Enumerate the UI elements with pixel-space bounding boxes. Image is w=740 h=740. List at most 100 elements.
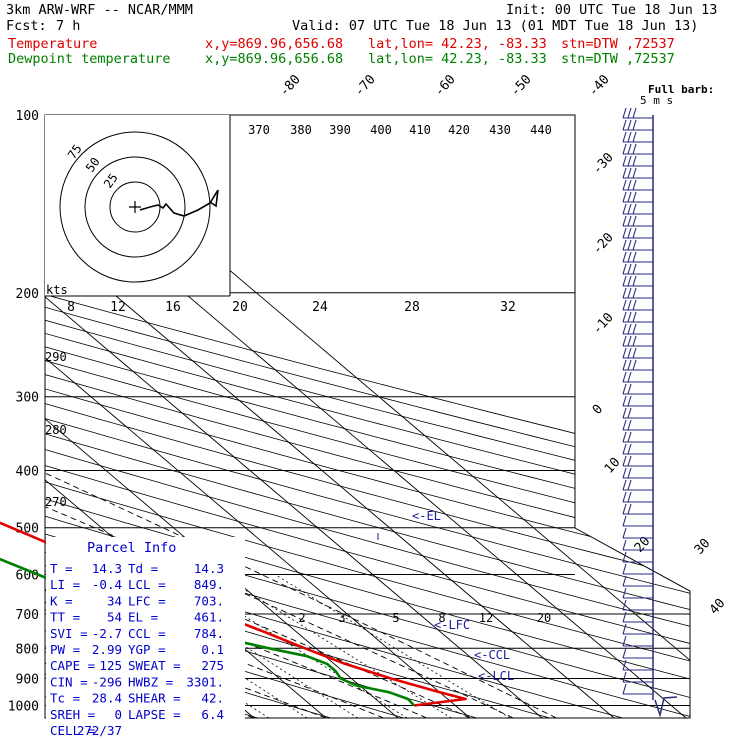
wind-barb-flag [632,107,637,119]
wind-barb [622,407,653,419]
wind-barb-flag [622,143,627,155]
wind-barb-flag [622,647,627,659]
dry-adiabat [45,115,690,718]
parcel-key: K = [50,593,73,608]
wind-barb [622,647,653,659]
speed-label: 8 [67,300,75,315]
wind-barb-flag [622,107,627,119]
wind-barb [622,575,653,587]
theta-label: 400 [370,123,392,137]
wind-barb-flag [627,227,632,239]
forecast-label: Fcst: [6,18,47,34]
dry-adiabat [45,115,690,718]
wind-barb-flag [622,467,627,479]
wind-barb-flag [632,311,637,323]
wind-barb-flag [622,491,627,503]
hodograph-trace [139,189,219,217]
wind-barb-flag [622,551,627,563]
wind-barb-flag [627,119,632,131]
wind-barb-flag [627,143,632,155]
wind-barb-flag [627,395,632,407]
parcel-key: YGP = [128,642,166,657]
parcel-key: Tc = [50,691,80,706]
parcel-key: SWEAT = [128,658,181,673]
parcel-title: Parcel Info [87,540,176,556]
wind-barb-flag [627,239,632,251]
wind-barb-flag [622,683,627,695]
parcel-key: LI = [50,577,80,592]
parcel-key: CAPE = [50,658,95,673]
isotherm-label: -20 [590,230,617,257]
wind-barb [622,359,653,371]
isotherm-label: -10 [590,310,617,337]
wind-barb [622,491,653,503]
wind-barb-flag [622,383,627,395]
wind-barb [622,251,653,263]
parcel-value: 125 [99,658,122,673]
wind-barb-flag [622,275,627,287]
wind-barb-flag [622,659,627,671]
wind-barb [622,659,653,671]
mixing-ratio-label: 12 [479,611,493,625]
wind-barb-flag [622,239,627,251]
isotherm-line [45,115,399,718]
pressure-label: 800 [16,642,39,657]
parcel-value: 272/37 [77,723,122,738]
isotherm-line [0,115,38,718]
wind-barb-flag [627,311,632,323]
parcel-key: LFC = [128,593,166,608]
wind-barb-flag [627,479,632,491]
hodograph-bg [45,115,230,296]
wind-barb-flag [632,299,637,311]
wind-barb-flag [622,479,627,491]
wind-barb-flag [627,299,632,311]
hodograph-ring-label: 50 [83,155,103,175]
wind-barb-flag [627,443,632,455]
wind-barb-flag [622,311,627,323]
wind-barb [622,431,653,443]
hodograph-ring-label: 75 [65,142,85,162]
wind-barb [622,311,653,323]
speed-label: 28 [404,300,420,315]
dry-adiabat [45,115,690,718]
mixing-ratio-line [84,574,308,718]
wind-barb-flag [627,383,632,395]
wind-barb-flag [627,179,632,191]
wind-barb-flag [627,455,632,467]
wind-barb-flag [622,443,627,455]
parcel-key: Td = [128,561,158,576]
wind-barb [622,515,653,527]
dry-adiabat [45,115,477,718]
level-marker: <-LFC [434,618,470,632]
level-marker: <-EL [412,509,441,523]
dry-adiabat [45,115,690,718]
wind-barb-flag [632,359,637,371]
speed-label: 32 [500,300,516,315]
pressure-label: 100 [16,109,39,124]
wind-barb [622,371,653,383]
isotherm-line [45,115,543,718]
wind-barb-flag [627,347,632,359]
wind-barb [622,467,653,479]
wind-barb-flag [627,431,632,443]
isotherm-label: 30 [692,536,714,558]
wind-barb-flag [622,287,627,299]
isotherm-label: 0 [590,402,606,418]
wind-barb [622,119,653,131]
wind-barb-flag [627,275,632,287]
dry-adiabat [45,115,690,718]
wind-barb-flag [632,347,637,359]
dry-adiabat [45,115,550,718]
wind-barb-flag [622,539,627,551]
wind-barb-flag [632,251,637,263]
isotherm-label: -60 [432,72,459,99]
wind-barb-flag [622,299,627,311]
dry-adiabat [45,115,690,718]
parcel-value: 703. [194,593,224,608]
moist-adiabat [45,265,384,718]
isotherm-label: -40 [586,72,613,99]
wind-barb [622,383,653,395]
isotherm-label: -50 [508,72,535,99]
pressure-label: 900 [16,672,39,687]
dry-adiabat-label: 280 [45,423,67,437]
